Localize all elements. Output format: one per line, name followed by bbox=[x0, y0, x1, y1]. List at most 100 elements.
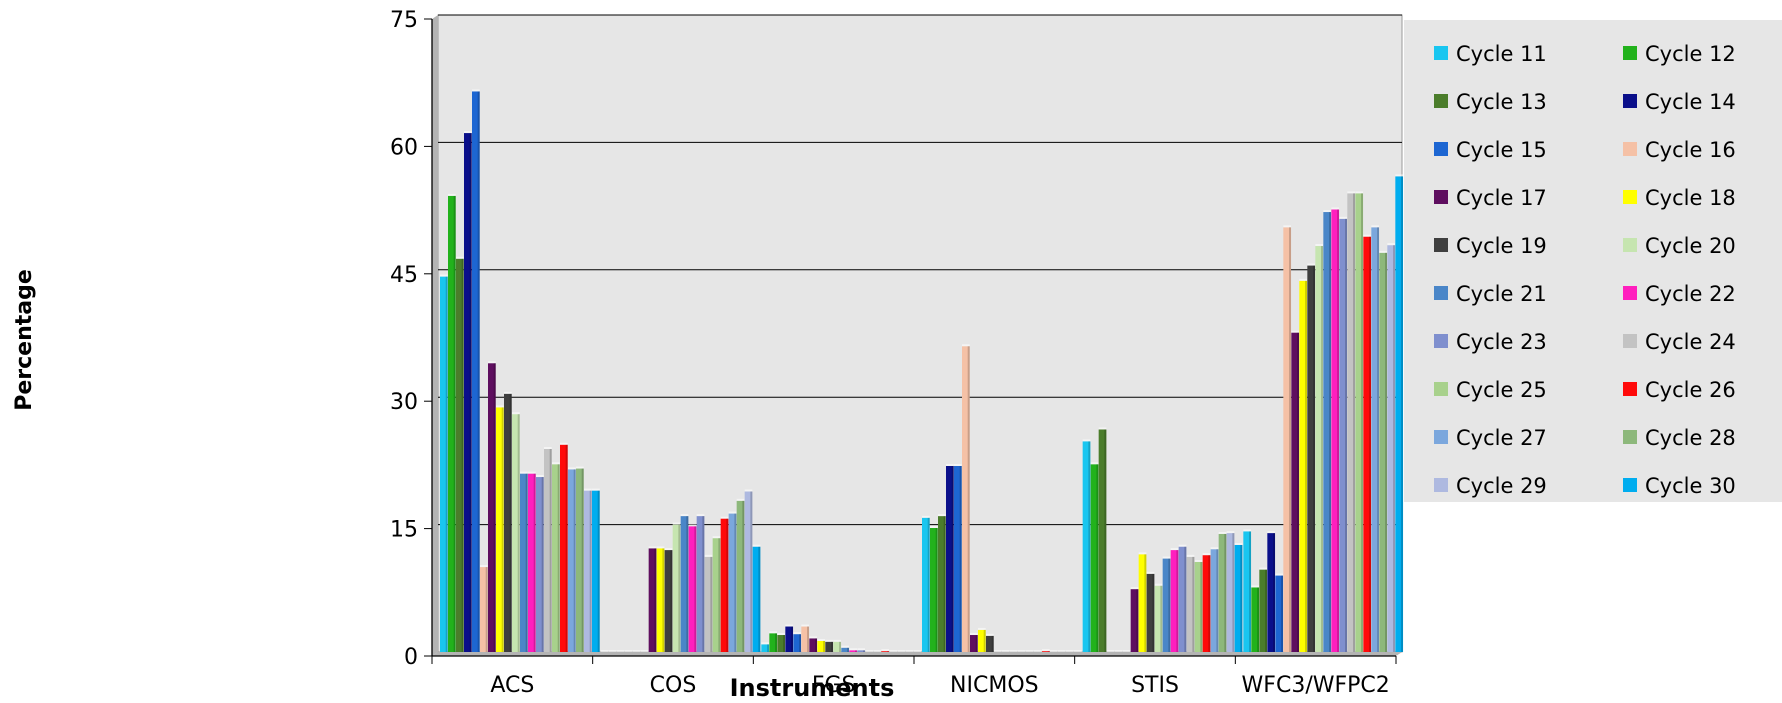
bar bbox=[913, 650, 921, 652]
bar bbox=[1251, 585, 1259, 652]
legend-swatch bbox=[1623, 430, 1637, 444]
bar-side bbox=[1168, 559, 1170, 652]
bar bbox=[745, 489, 753, 652]
bar-side bbox=[1337, 209, 1339, 652]
bar bbox=[633, 650, 641, 652]
bar-top bbox=[1323, 210, 1331, 212]
legend-label: Cycle 17 bbox=[1456, 186, 1547, 210]
bar bbox=[1283, 225, 1291, 652]
bar-side bbox=[446, 277, 448, 652]
bar-top bbox=[1026, 650, 1034, 652]
bar-side bbox=[1401, 176, 1403, 652]
bar-side bbox=[1393, 245, 1395, 652]
bar bbox=[922, 516, 930, 652]
bar-top bbox=[753, 545, 761, 547]
bar bbox=[1363, 235, 1371, 652]
bar-top bbox=[1347, 191, 1355, 193]
bar-side bbox=[823, 641, 825, 652]
bar bbox=[1275, 574, 1283, 652]
bar bbox=[440, 275, 448, 652]
bar bbox=[625, 650, 633, 652]
bar-side bbox=[750, 491, 752, 652]
bar-side bbox=[670, 550, 672, 652]
x-axis-title: Instruments bbox=[730, 674, 895, 702]
bar-top bbox=[689, 524, 697, 526]
y-axis-title: Percentage bbox=[12, 269, 37, 411]
bar bbox=[1074, 650, 1082, 652]
bar bbox=[697, 514, 705, 652]
legend-label: Cycle 29 bbox=[1456, 474, 1547, 498]
bar bbox=[1066, 650, 1074, 652]
bar-top bbox=[978, 628, 986, 630]
bar-top bbox=[1123, 650, 1131, 652]
bar-side bbox=[734, 514, 736, 652]
bar bbox=[528, 472, 536, 652]
bar-top bbox=[472, 89, 480, 91]
bar-top bbox=[1066, 650, 1074, 652]
bar-top bbox=[1083, 439, 1091, 441]
bar bbox=[576, 467, 584, 652]
bar-side bbox=[936, 528, 938, 652]
bar-side bbox=[1096, 464, 1098, 652]
legend-label: Cycle 24 bbox=[1645, 330, 1736, 354]
bar-side bbox=[960, 466, 962, 652]
bar bbox=[721, 517, 729, 652]
bar-top bbox=[873, 650, 881, 652]
bar bbox=[705, 555, 713, 652]
bar-side bbox=[767, 644, 769, 652]
bar-top bbox=[1291, 331, 1299, 333]
y-tick-label: 75 bbox=[390, 8, 418, 33]
bar-side bbox=[1289, 227, 1291, 652]
legend-swatch bbox=[1434, 190, 1448, 204]
bar bbox=[488, 361, 496, 652]
bar bbox=[617, 650, 625, 652]
legend-swatch bbox=[1623, 334, 1637, 348]
bar-top bbox=[504, 392, 512, 394]
bar bbox=[1331, 207, 1339, 652]
bar-side bbox=[702, 516, 704, 652]
bar-top bbox=[841, 646, 849, 648]
bar-top bbox=[1339, 217, 1347, 219]
legend-label: Cycle 30 bbox=[1645, 474, 1736, 498]
bar bbox=[592, 489, 600, 652]
bar-top bbox=[496, 405, 504, 407]
bar bbox=[1083, 439, 1091, 652]
bar-top bbox=[440, 275, 448, 277]
bar bbox=[480, 565, 488, 652]
bar bbox=[1299, 279, 1307, 652]
bar-top bbox=[1211, 547, 1219, 549]
bar-top bbox=[769, 631, 777, 633]
bar bbox=[1155, 584, 1163, 652]
legend-swatch bbox=[1623, 190, 1637, 204]
bar bbox=[1219, 532, 1227, 652]
bar bbox=[1203, 553, 1211, 652]
bar-top bbox=[721, 517, 729, 519]
x-tick-label: WFC3/WFPC2 bbox=[1242, 673, 1390, 698]
legend-label: Cycle 27 bbox=[1456, 426, 1547, 450]
x-tick-label: ACS bbox=[490, 673, 534, 698]
bar-top bbox=[905, 650, 913, 652]
bar-top bbox=[1371, 225, 1379, 227]
bar-top bbox=[938, 514, 946, 516]
bar-top bbox=[1299, 279, 1307, 281]
legend-swatch bbox=[1623, 94, 1637, 108]
bar-top bbox=[448, 194, 456, 196]
bar-side bbox=[1144, 554, 1146, 652]
bar-side bbox=[662, 548, 664, 652]
bar bbox=[1139, 552, 1147, 652]
bar bbox=[1002, 650, 1010, 652]
bar-side bbox=[534, 474, 536, 652]
bar-side bbox=[478, 91, 480, 652]
bar-top bbox=[512, 412, 520, 414]
bar bbox=[584, 489, 592, 652]
bar-side bbox=[1321, 246, 1323, 652]
bar-side bbox=[462, 259, 464, 652]
bar-top bbox=[1275, 574, 1283, 576]
x-tick-label: NICMOS bbox=[950, 673, 1039, 698]
bar-side bbox=[1345, 219, 1347, 652]
bar-top bbox=[657, 546, 665, 548]
bar-top bbox=[785, 625, 793, 627]
bar bbox=[560, 443, 568, 652]
bar bbox=[689, 524, 697, 652]
bar-top bbox=[857, 648, 865, 650]
